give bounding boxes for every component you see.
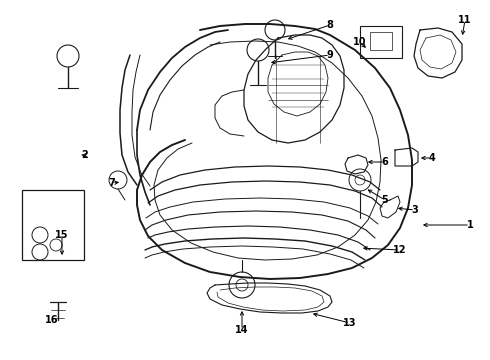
Text: 16: 16 (45, 315, 59, 325)
Text: 10: 10 (353, 37, 367, 47)
Text: 15: 15 (55, 230, 69, 240)
Text: 4: 4 (429, 153, 436, 163)
Bar (370, 32, 392, 50)
Text: 13: 13 (343, 318, 357, 328)
Bar (22, 190, 84, 260)
Text: 1: 1 (466, 220, 473, 230)
Text: 14: 14 (235, 325, 249, 335)
Bar (360, 26, 402, 58)
Text: 12: 12 (393, 245, 407, 255)
Text: 7: 7 (109, 178, 115, 188)
Text: 2: 2 (82, 150, 88, 160)
Text: 9: 9 (327, 50, 333, 60)
Text: 6: 6 (382, 157, 389, 167)
Text: 5: 5 (382, 195, 389, 205)
Text: 3: 3 (412, 205, 418, 215)
Text: 8: 8 (326, 20, 333, 30)
Text: 11: 11 (458, 15, 472, 25)
